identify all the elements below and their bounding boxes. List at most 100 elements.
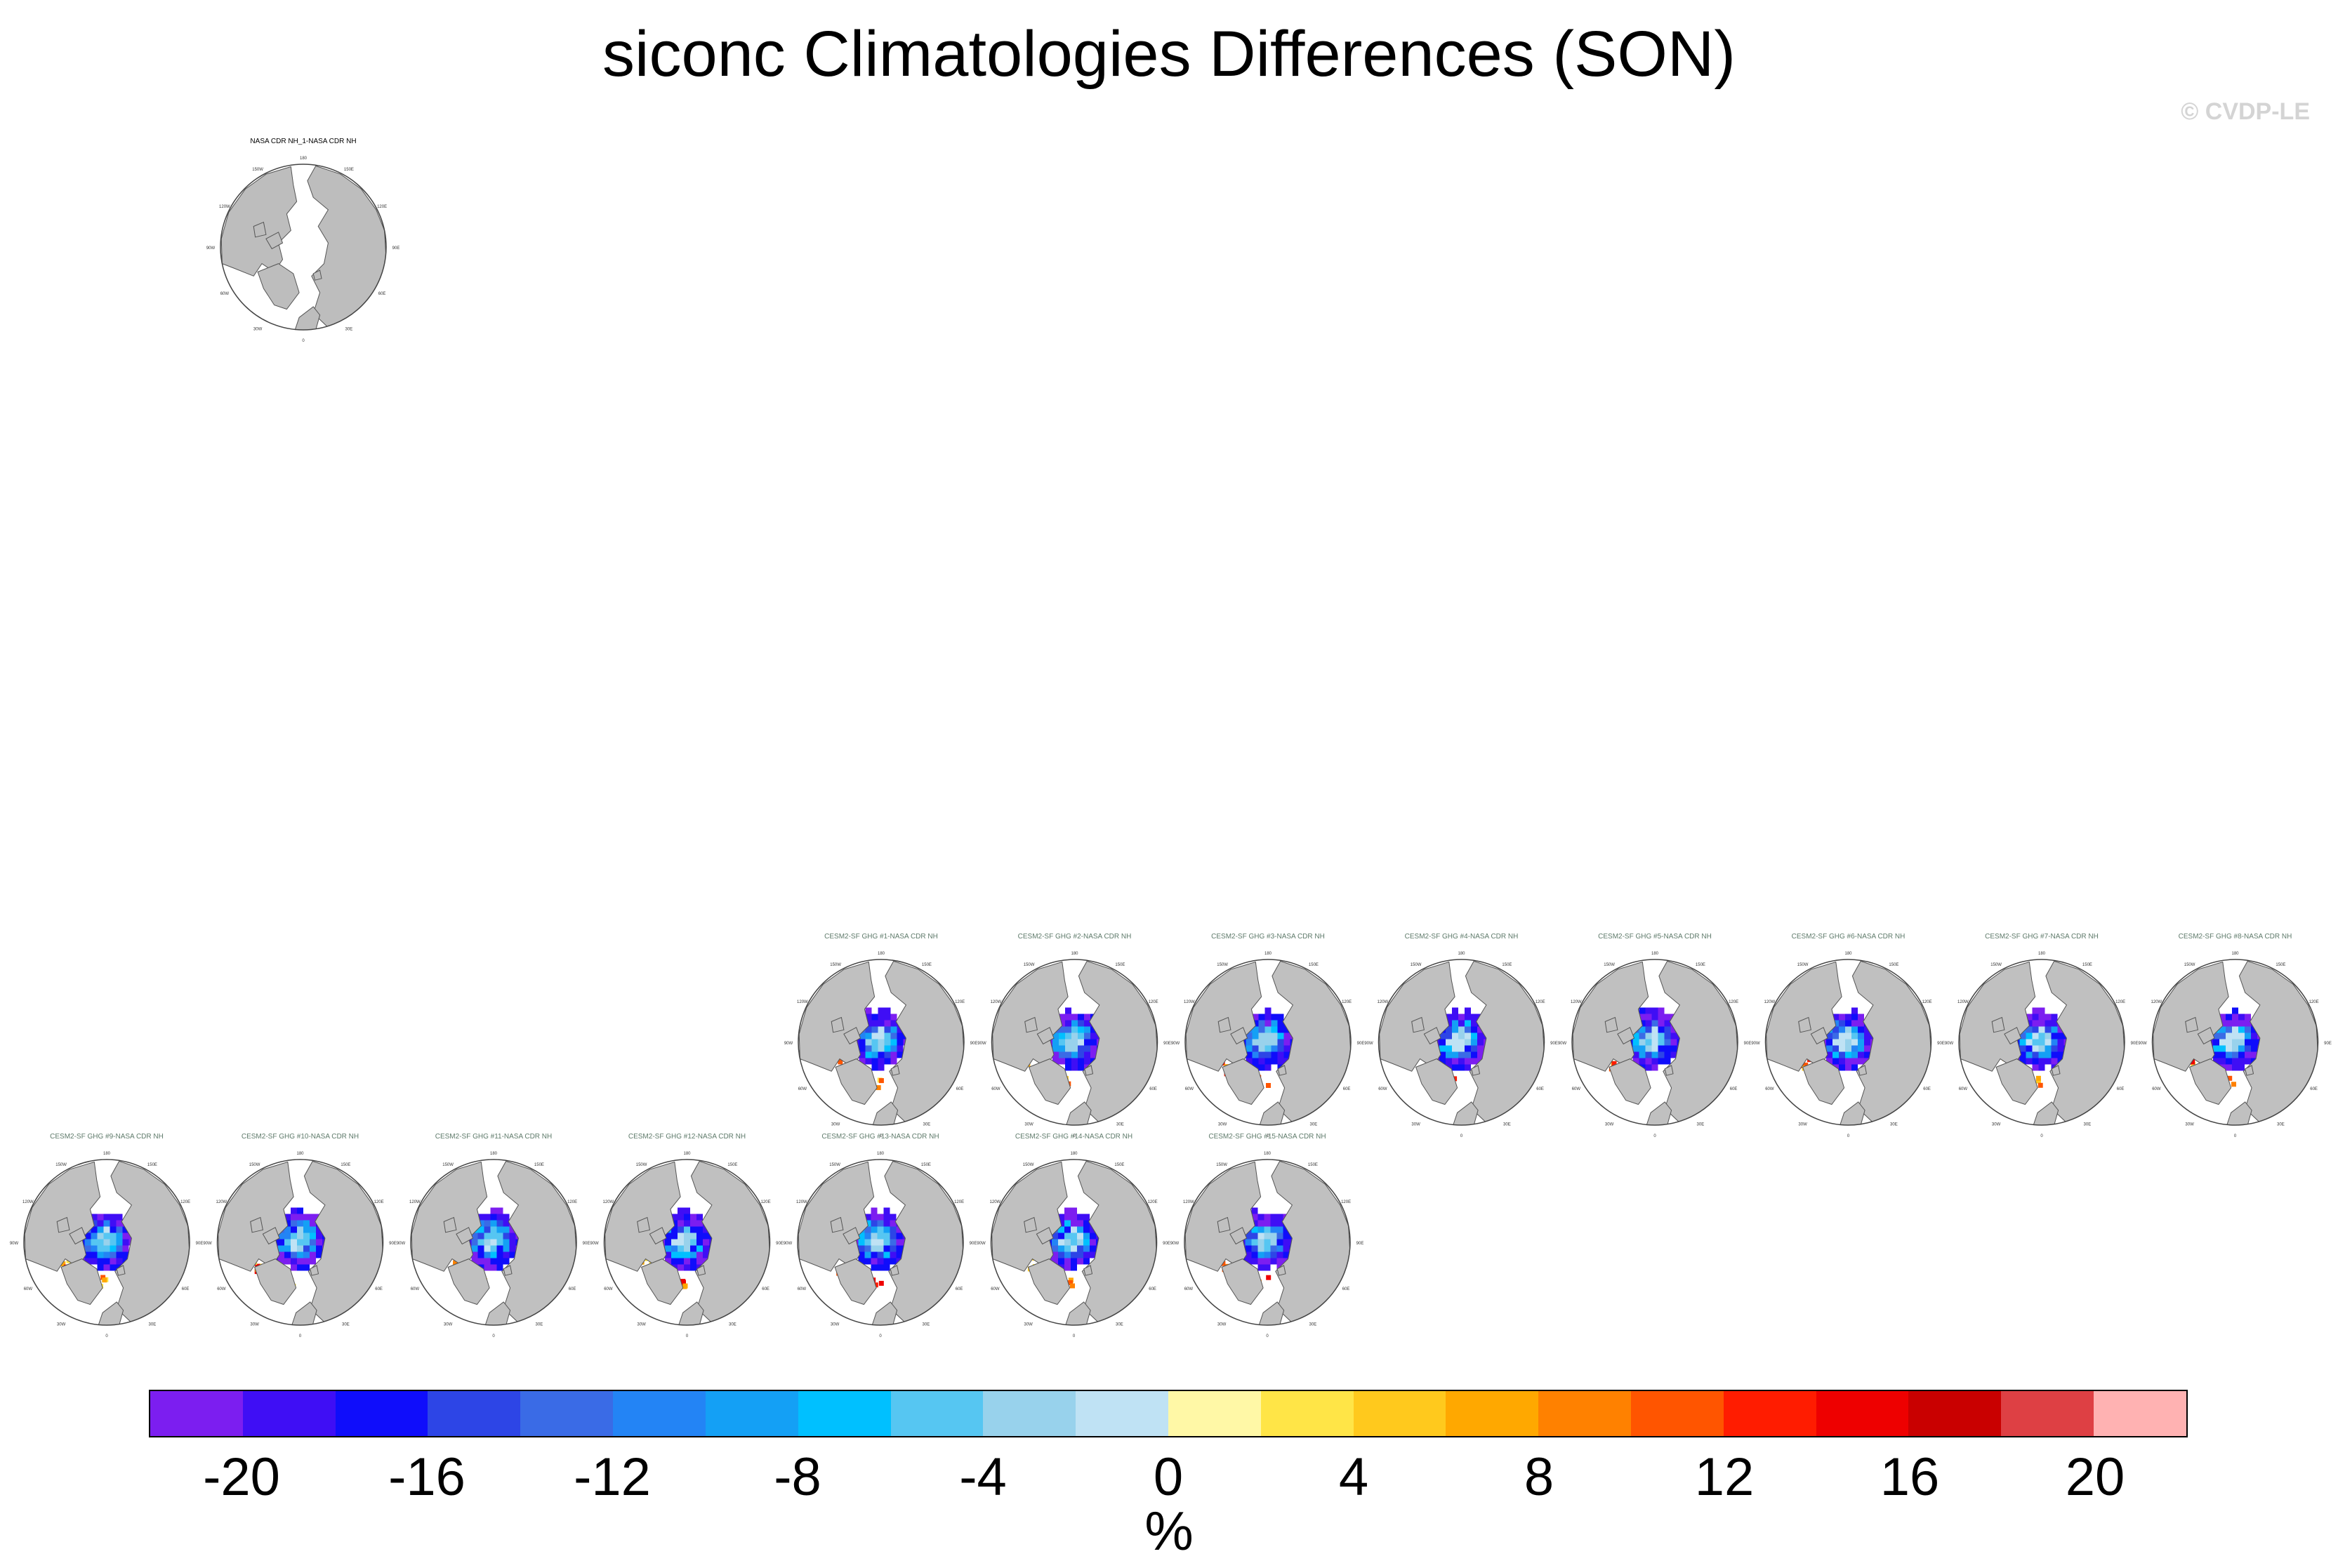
ice-diff-cell: [1071, 1026, 1078, 1033]
land-mass: [1277, 1065, 1287, 1076]
ice-diff-cell: [1864, 1026, 1870, 1033]
ice-diff-cell: [1083, 1214, 1090, 1221]
map-border: [990, 1159, 1158, 1326]
ice-diff-cell: [103, 1245, 110, 1252]
ice-diff-cell: [684, 1245, 690, 1252]
ice-diff-cell: [1658, 1051, 1665, 1058]
ice-diff-cell: [1283, 1239, 1290, 1246]
ice-diff-cell: [509, 1251, 516, 1258]
ice-diff-cell: [100, 1275, 106, 1280]
ice-diff-cell: [1270, 1258, 1277, 1265]
land-mass: [1604, 1016, 1618, 1033]
ice-diff-cell: [84, 1239, 91, 1246]
lon-label: 120E: [954, 1200, 964, 1204]
lon-label: 90E: [1357, 1042, 1365, 1046]
ice-diff-cell: [477, 1251, 484, 1258]
ice-diff-cell: [1264, 1233, 1271, 1240]
lon-label: 30W: [831, 1323, 840, 1327]
lon-label: 150W: [1797, 963, 1809, 967]
land-mass: [1415, 1058, 1458, 1105]
ice-diff-cell: [1090, 1045, 1097, 1052]
ice-diff-cell: [503, 1214, 510, 1221]
ice-diff-cell: [1471, 1014, 1477, 1021]
lon-label: 120W: [216, 1200, 227, 1204]
ice-diff-cell: [1257, 1264, 1264, 1271]
lon-label: 90E: [1744, 1042, 1752, 1046]
ice-diff-cell: [1270, 1251, 1277, 1258]
ice-diff-cell: [1090, 1032, 1097, 1039]
ice-diff-cell: [316, 1233, 322, 1240]
map-border: [1764, 959, 1932, 1126]
land-mass: [1423, 1027, 1441, 1045]
lon-label: 60W: [411, 1287, 420, 1291]
ice-diff-cell: [1258, 1058, 1265, 1065]
ice-diff-cell: [2026, 1026, 2033, 1033]
land-mass: [1036, 1227, 1054, 1245]
lon-label: 150E: [344, 168, 354, 172]
colorbar-tick-label: 20: [2065, 1447, 2125, 1507]
lon-label: 60E: [956, 1087, 964, 1091]
lon-label: 90W: [1945, 1042, 1954, 1046]
ice-diff-cell: [2238, 1045, 2245, 1052]
ice-diff-cell: [1839, 1026, 1845, 1033]
ice-diff-cell: [1252, 1014, 1259, 1021]
ice-diff-cell: [1084, 1058, 1090, 1065]
ice-diff-cell: [859, 1045, 866, 1052]
land-mass: [1065, 1301, 1091, 1325]
ice-diff-cell: [1283, 1039, 1290, 1046]
ice-diff-cell: [103, 1251, 110, 1258]
colorbar-tick-label: -20: [203, 1447, 280, 1507]
land-mass: [291, 1301, 317, 1325]
ice-diff-cell: [883, 1233, 890, 1240]
ice-diff-cell: [1639, 1051, 1646, 1058]
lon-label: 120E: [180, 1200, 190, 1204]
ice-diff-cell: [871, 1258, 878, 1265]
land-mass: [843, 1027, 861, 1045]
lon-label: 90W: [397, 1242, 406, 1246]
ice-diff-cell: [1458, 1014, 1465, 1021]
ice-diff-cell: [122, 1233, 129, 1240]
land-mass: [2051, 1065, 2061, 1076]
ice-diff-cell: [1078, 1014, 1084, 1021]
ice-diff-cell: [2032, 1058, 2039, 1065]
ice-diff-cell: [1651, 1007, 1658, 1014]
ice-diff-cell: [684, 1251, 690, 1258]
ice-diff-cell: [297, 1258, 303, 1265]
map-border: [220, 164, 387, 331]
ice-diff-cell: [2245, 1032, 2251, 1039]
ice-diff-cell: [2038, 1058, 2045, 1065]
ice-diff-cell: [1276, 1226, 1283, 1233]
ice-diff-cell: [2226, 1064, 2232, 1071]
ice-diff-cell: [1266, 1083, 1271, 1088]
ice-diff-cell: [877, 1251, 884, 1258]
ice-diff-cell: [871, 1014, 878, 1021]
ice-diff-cell: [291, 1233, 297, 1240]
colorbar-cell: [1908, 1391, 2002, 1436]
map-panel: CESM2-SF GHG #1-NASA CDR NH 180 150E 150W 12…: [784, 933, 978, 1138]
ice-diff-cell: [1645, 1007, 1652, 1014]
ice-diff-cell: [1246, 1051, 1253, 1058]
ice-diff-cell: [897, 1032, 904, 1039]
lon-label: 120W: [797, 1000, 808, 1004]
ice-diff-cell: [1270, 1245, 1277, 1252]
ice-diff-cell: [477, 1239, 484, 1246]
lon-label: 150E: [1889, 963, 1898, 967]
ice-diff-cell: [2057, 1051, 2064, 1058]
ice-diff-cell: [1064, 1233, 1071, 1240]
ice-diff-cell: [1271, 1020, 1278, 1027]
ice-diff-cell: [865, 1032, 872, 1039]
lon-label: 120W: [990, 1200, 1001, 1204]
land-mass: [2226, 1101, 2252, 1125]
ice-diff-cell: [2213, 1051, 2219, 1058]
ice-diff-cell: [1839, 1058, 1845, 1065]
ice-diff-cell: [97, 1220, 104, 1227]
ice-diff-cell: [284, 1251, 291, 1258]
lon-label: 120E: [1922, 1000, 1932, 1004]
ice-diff-cell: [1059, 1032, 1065, 1039]
ice-diff-cell: [859, 1032, 866, 1039]
ice-diff-cell: [97, 1226, 104, 1233]
ice-diff-cell: [477, 1214, 484, 1221]
map-panel: CESM2-SF GHG #9-NASA CDR NH 180 150E 150W 12…: [10, 1133, 204, 1338]
panel-title: CESM2-SF GHG #5-NASA CDR NH: [1598, 933, 1712, 941]
ice-diff-cell: [871, 1051, 878, 1058]
